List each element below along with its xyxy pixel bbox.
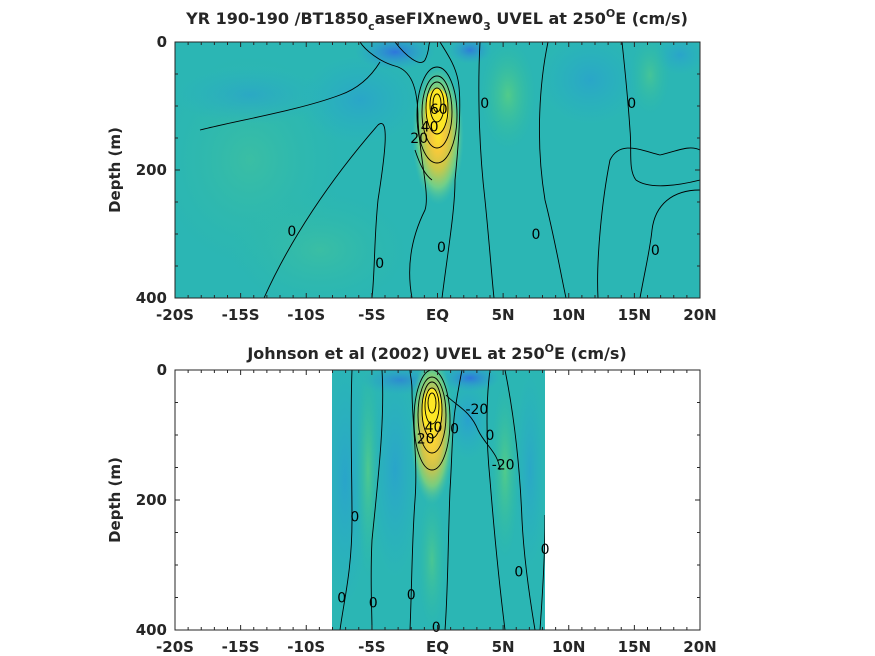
bottom-contour-label: 40 <box>425 420 443 436</box>
top-contour-label: 60 <box>430 102 448 118</box>
top-x-tick-label: 5N <box>492 306 515 324</box>
bottom-contour-label: 0 <box>369 596 378 612</box>
bottom-x-tick-label: 15N <box>618 638 651 656</box>
top-contour-label: 0 <box>627 96 636 112</box>
top-x-tick-label: -10S <box>287 306 325 324</box>
bottom-contour-label: 0 <box>514 565 523 581</box>
bottom-contour-label: 0 <box>486 428 495 444</box>
bottom-contour-label: 0 <box>350 509 359 525</box>
bottom-contours <box>339 370 545 630</box>
bottom-x-tick-label: -15S <box>222 638 260 656</box>
bottom-contour-label: 0 <box>541 542 550 558</box>
top-contour-label: 0 <box>375 256 384 272</box>
bottom-contour-label: 0 <box>337 591 346 607</box>
top-x-tick-label: EQ <box>426 306 449 324</box>
top-contour-label: 0 <box>287 224 296 240</box>
top-contour-label: 0 <box>531 227 540 243</box>
top-contour-label: 0 <box>437 240 446 256</box>
bottom-contour-label: -20 <box>492 457 515 473</box>
bottom-x-tick-label: 10N <box>552 638 585 656</box>
top-title: YR 190-190 /BT1850caseFIXnew03 UVEL at 2… <box>185 7 688 33</box>
bottom-contour-label: -20 <box>465 402 488 418</box>
bottom-x-tick-label: -5S <box>358 638 385 656</box>
bottom-x-tick-label: 20N <box>683 638 716 656</box>
top-x-tick-label: -5S <box>358 306 385 324</box>
bottom-y-tick-label: 0 <box>157 361 167 379</box>
top-x-tick-label: -15S <box>222 306 260 324</box>
top-y-tick-label: 200 <box>136 161 167 179</box>
top-contours <box>199 42 700 298</box>
top-x-tick-label: -20S <box>156 306 194 324</box>
top-x-tick-label: 10N <box>552 306 585 324</box>
bottom-x-tick-label: EQ <box>426 638 449 656</box>
bottom-y-tick-label: 200 <box>136 491 167 509</box>
top-contour-label: 0 <box>651 243 660 259</box>
bottom-x-tick-label: 5N <box>492 638 515 656</box>
top-x-tick-label: 15N <box>618 306 651 324</box>
top-y-tick-label: 0 <box>157 33 167 51</box>
top-y-tick-label: 400 <box>136 289 167 307</box>
bottom-heatmap-field <box>332 370 545 630</box>
top-contour-label: 40 <box>421 119 439 135</box>
bottom-contour-label: 0 <box>407 587 416 603</box>
top-contour-label: 20 <box>410 131 428 147</box>
bottom-contour-label: 0 <box>432 620 441 636</box>
bottom-x-tick-label: -20S <box>156 638 194 656</box>
top-contour-label: 0 <box>480 96 489 112</box>
top-y-axis-label: Depth (m) <box>106 127 124 213</box>
bottom-y-axis-label: Depth (m) <box>106 457 124 543</box>
bottom-title: Johnson et al (2002) UVEL at 250OE (cm/s… <box>246 342 626 363</box>
top-x-tick-label: 20N <box>683 306 716 324</box>
bottom-contour-label: 20 <box>417 431 435 447</box>
top-heatmap-field <box>175 42 700 298</box>
bottom-x-tick-label: -10S <box>287 638 325 656</box>
bottom-panel: Johnson et al (2002) UVEL at 250OE (cm/s… <box>106 342 717 656</box>
bottom-contour-label: 0 <box>450 422 459 438</box>
bottom-y-tick-label: 400 <box>136 621 167 639</box>
top-panel: YR 190-190 /BT1850caseFIXnew03 UVEL at 2… <box>106 7 717 324</box>
